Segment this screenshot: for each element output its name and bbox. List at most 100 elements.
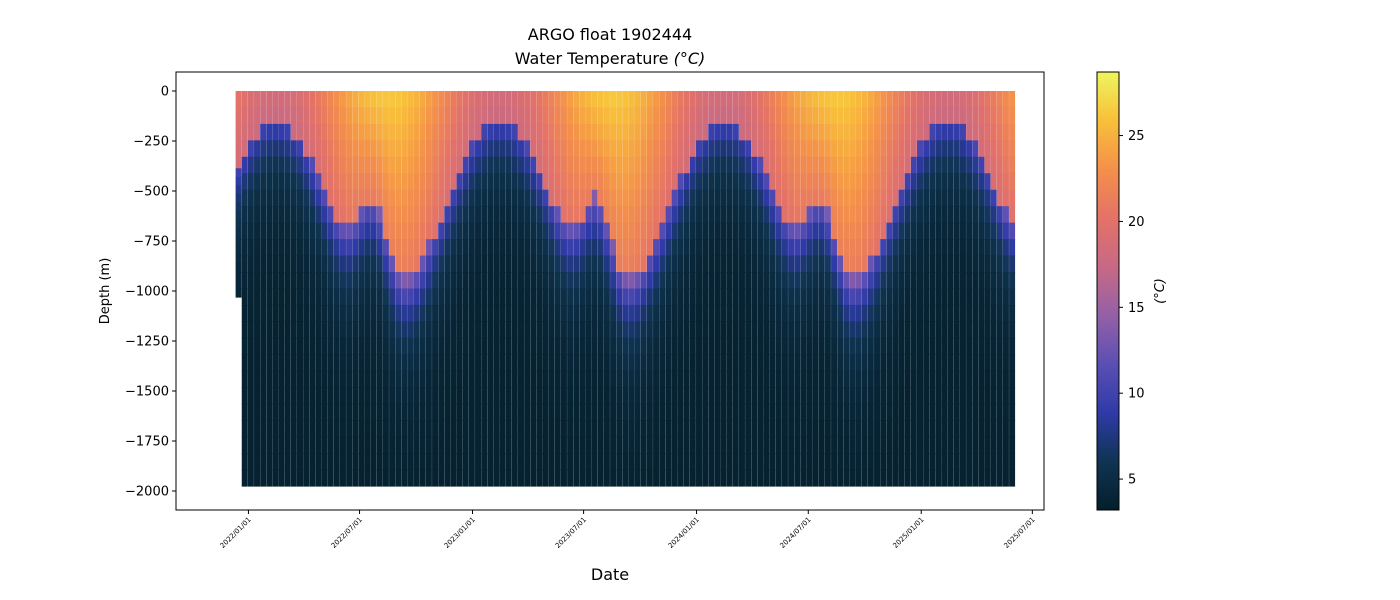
profile-column <box>327 91 334 487</box>
profile-segment <box>524 222 531 240</box>
profile-segment <box>284 321 291 339</box>
profile-segment <box>272 288 279 306</box>
profile-segment <box>677 140 684 158</box>
profile-segment <box>738 140 745 158</box>
profile-segment <box>837 420 844 438</box>
profile-segment <box>812 206 819 224</box>
profile-segment <box>726 387 733 405</box>
profile-segment <box>689 453 696 471</box>
profile-segment <box>370 288 377 306</box>
profile-segment <box>419 436 426 454</box>
profile-segment <box>738 387 745 405</box>
profile-segment <box>487 189 494 207</box>
profile-segment <box>738 239 745 257</box>
profile-segment <box>573 189 580 207</box>
profile-segment <box>603 453 610 471</box>
profile-segment <box>689 370 696 388</box>
profile-segment <box>923 272 930 290</box>
profile-segment <box>653 140 660 158</box>
profile-segment <box>646 255 653 273</box>
profile-segment <box>407 272 414 290</box>
profile-segment <box>254 206 261 224</box>
profile-segment <box>560 354 567 372</box>
profile-segment <box>824 206 831 224</box>
profile-column <box>757 91 764 487</box>
profile-segment <box>855 304 862 323</box>
profile-segment <box>806 469 813 487</box>
profile-segment <box>689 173 696 191</box>
profile-segment <box>812 453 819 471</box>
profile-segment <box>726 173 733 191</box>
profile-segment <box>732 173 739 191</box>
profile-segment <box>382 239 389 257</box>
profile-segment <box>603 420 610 438</box>
profile-segment <box>929 420 936 438</box>
profile-segment <box>806 453 813 471</box>
profile-segment <box>475 304 482 323</box>
profile-segment <box>1009 420 1016 438</box>
profile-segment <box>524 239 531 257</box>
profile-segment <box>339 370 346 388</box>
profile-segment <box>812 222 819 240</box>
profile-segment <box>309 436 316 454</box>
profile-segment <box>254 189 261 207</box>
profile-segment <box>493 123 500 141</box>
profile-segment <box>456 272 463 290</box>
profile-segment <box>309 304 316 323</box>
profile-segment <box>370 173 377 191</box>
profile-segment <box>395 222 402 240</box>
profile-segment <box>432 140 439 158</box>
profile-segment <box>689 354 696 372</box>
profile-segment <box>536 370 543 388</box>
profile-segment <box>904 173 911 191</box>
profile-segment <box>591 255 598 273</box>
profile-segment <box>1009 272 1016 290</box>
profile-segment <box>947 387 954 405</box>
profile-segment <box>910 420 917 438</box>
profile-segment <box>628 239 635 257</box>
profile-segment <box>665 107 672 125</box>
profile-segment <box>376 206 383 224</box>
profile-segment <box>628 453 635 471</box>
profile-segment <box>260 222 267 240</box>
profile-segment <box>395 288 402 306</box>
profile-segment <box>475 337 482 355</box>
profile-column <box>806 91 813 487</box>
profile-segment <box>837 189 844 207</box>
profile-segment <box>567 436 574 454</box>
profile-segment <box>475 206 482 224</box>
profile-segment <box>401 337 408 355</box>
profile-segment <box>517 239 524 257</box>
profile-segment <box>278 370 285 388</box>
profile-segment <box>775 239 782 257</box>
profile-segment <box>487 420 494 438</box>
profile-segment <box>689 272 696 290</box>
profile-segment <box>953 272 960 290</box>
profile-segment <box>297 436 303 454</box>
profile-segment <box>235 271 242 281</box>
profile-segment <box>959 156 966 174</box>
profile-segment <box>892 453 899 471</box>
y-axis: 0−250−500−750−1000−1250−1500−1750−2000 <box>125 85 176 500</box>
profile-segment <box>824 189 831 207</box>
profile-segment <box>763 140 770 158</box>
profile-segment <box>567 337 574 355</box>
profile-segment <box>849 255 856 273</box>
profile-segment <box>560 140 567 158</box>
profile-segment <box>591 354 598 372</box>
profile-segment <box>849 436 856 454</box>
profile-segment <box>671 239 678 257</box>
profile-segment <box>499 91 506 109</box>
profile-segment <box>297 469 303 487</box>
profile-segment <box>910 370 917 388</box>
profile-segment <box>235 288 242 298</box>
profile-segment <box>548 321 555 339</box>
profile-segment <box>972 469 979 487</box>
profile-segment <box>781 403 788 421</box>
profile-segment <box>800 354 807 372</box>
profile-segment <box>487 107 494 125</box>
profile-segment <box>364 272 371 290</box>
profile-segment <box>953 239 960 257</box>
profile-segment <box>671 403 678 421</box>
profile-segment <box>352 206 359 224</box>
